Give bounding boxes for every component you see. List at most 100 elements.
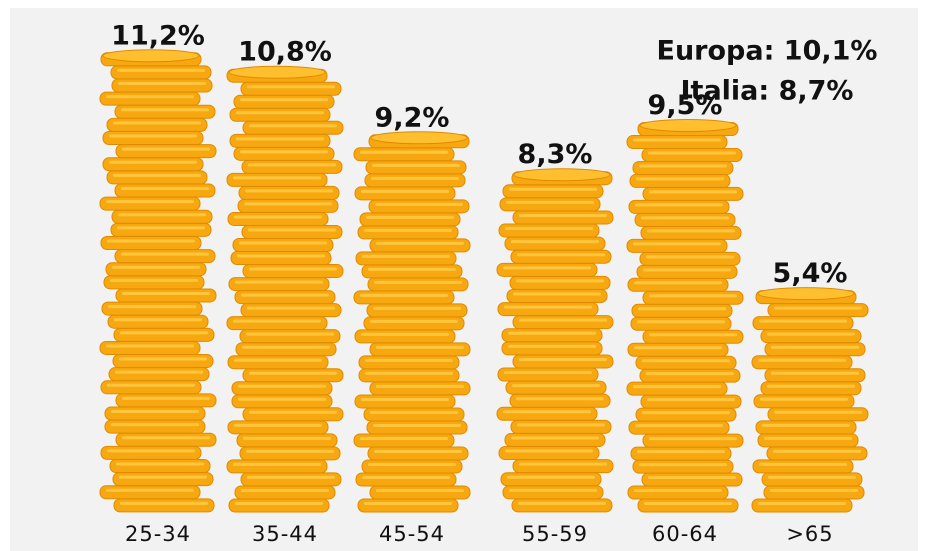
coin-shine [106,200,194,204]
coin [761,472,863,487]
coin [630,316,732,331]
coin [102,157,204,172]
coin-shine [120,501,208,505]
coin [640,394,742,409]
coin [240,472,342,487]
coin [757,433,859,448]
coin-shine [117,68,205,72]
coin [226,459,328,474]
coin [629,173,731,188]
coin [760,329,862,344]
coin [110,222,212,237]
coin [354,394,456,409]
coin [755,420,857,435]
coin [627,485,729,500]
coin [359,212,461,227]
coin-shine [112,265,200,269]
coin [760,381,862,396]
coin-shine [233,176,321,180]
coin-shine [246,449,334,453]
coin [353,290,455,305]
coin-shine [513,292,601,296]
coin-shine [245,189,333,193]
coin-shine [109,134,197,138]
coin [241,159,343,174]
coin-shine [773,449,861,453]
coin [232,238,334,253]
coin-shine [518,501,606,505]
coin-shine [639,463,727,467]
coin-shine [517,423,605,427]
coin-shine [639,164,727,168]
coin [242,120,344,135]
coin [496,262,598,277]
coin [363,407,465,422]
coin-shine [361,189,449,193]
coin [512,459,614,474]
coin-shine [512,384,600,388]
coin [506,288,608,303]
coin-shine [244,202,332,206]
coin-shine [117,226,205,230]
coin-shine [373,306,461,310]
coin [100,445,202,460]
coin [236,433,338,448]
coin-shine [237,254,325,258]
coin [242,368,344,383]
coin [635,407,737,422]
coin [511,498,613,513]
coin-shine [505,227,593,231]
coin [231,394,333,409]
coin-shine [648,476,736,480]
coin-shine [239,241,327,245]
coin-shine [634,489,722,493]
coin [642,186,744,201]
coin [103,275,205,290]
coin [99,91,201,106]
annotation: Italia: 8,7% [681,76,854,107]
coin [353,433,455,448]
coin [242,407,344,422]
coin-shine [365,358,453,362]
coin [497,367,599,382]
coin [114,183,216,198]
coin [368,199,470,214]
coin [241,224,343,239]
coin-shine [116,462,204,466]
coin [231,381,333,396]
coin [753,394,855,409]
coin-shine [246,332,334,336]
coin [365,160,467,175]
coin [106,117,208,132]
coin-shine [234,215,322,219]
coin-shine [767,384,855,388]
coin [634,212,736,227]
coin-shine [638,307,726,311]
coin-shine [106,344,194,348]
coin-shine [770,488,858,492]
value-label: 5,4% [773,258,848,289]
coin [512,315,614,330]
coin-shine [516,279,604,283]
coin [99,340,201,355]
coin [100,235,202,250]
coin-shine [240,98,328,102]
coin-shine [376,241,464,245]
coin [366,303,468,318]
coin-shine [235,280,323,284]
coin [104,419,206,434]
coin-shine [637,450,725,454]
coin [626,381,728,396]
coin-shine [372,163,460,167]
coin-shine [637,320,725,324]
coin [229,133,331,148]
coin-shine [646,255,734,259]
coin-shine [758,358,846,362]
coin [239,329,341,344]
coin [627,342,729,357]
coin [369,485,471,500]
coin [502,184,604,199]
coin [642,329,744,344]
x-tick-label: 55-59 [522,522,588,546]
coin-top [102,49,200,63]
